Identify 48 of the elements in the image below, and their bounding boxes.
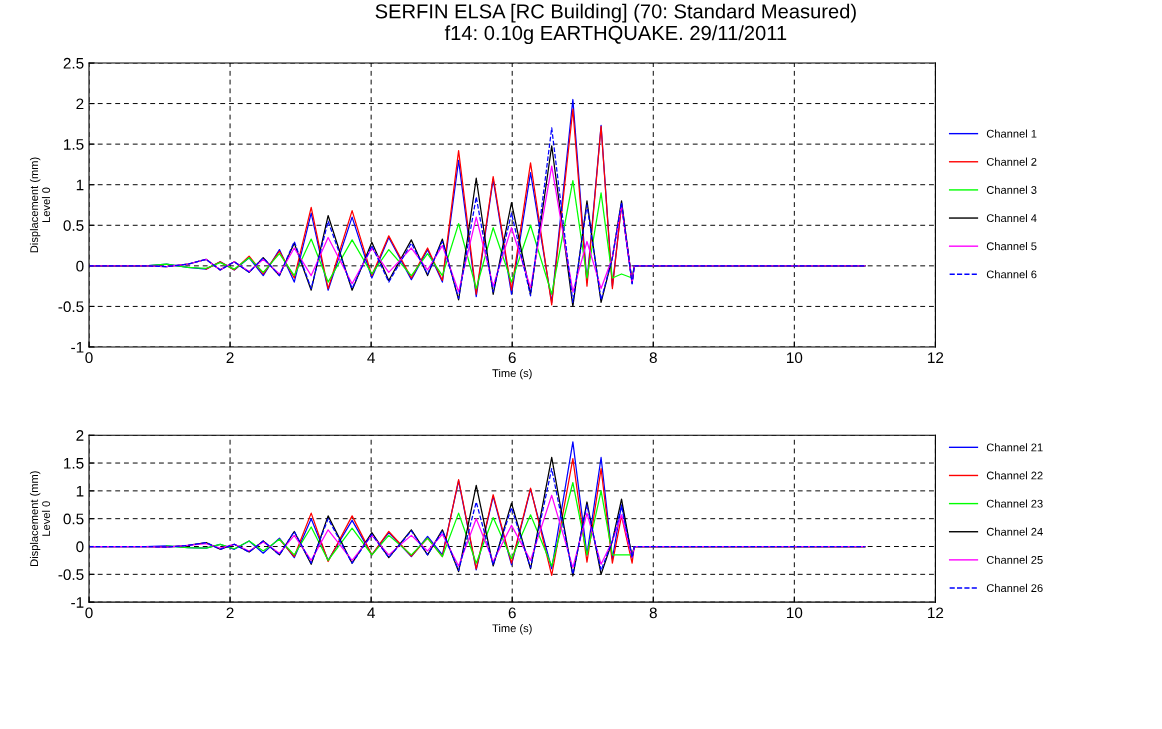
legend-label: Channel 22 — [986, 471, 1043, 480]
x-axis-title: Time (s) — [492, 368, 532, 380]
legend-label: Channel 26 — [986, 583, 1043, 592]
y-tick-label: 1 — [76, 485, 84, 497]
x-tick-label: 0 — [85, 607, 93, 619]
x-tick-label: 4 — [367, 352, 375, 363]
x-tick-label: 0 — [85, 352, 93, 364]
y-tick-label: 0.5 — [63, 513, 84, 525]
y-tick-label: 2 — [76, 98, 84, 110]
x-tick-label: 8 — [649, 352, 657, 364]
x-tick-label: 12 — [928, 352, 944, 363]
y-tick-label: -1 — [71, 597, 84, 608]
line-series — [89, 494, 866, 569]
y-axis-title: Displacement (mm) Level 0 — [29, 471, 51, 566]
y-tick-label: -1 — [71, 342, 84, 353]
x-tick-label: 8 — [649, 607, 657, 619]
legend-label: Channel 24 — [986, 527, 1043, 536]
legend-label: Channel 1 — [986, 129, 1037, 138]
y-tick-label: 0 — [76, 260, 84, 272]
x-tick-label: 10 — [787, 607, 803, 619]
y-axis-title: Displacement (mm) Level 0 — [29, 157, 51, 253]
legend-label: Channel 3 — [986, 185, 1037, 194]
y-tick-label: 0 — [76, 541, 84, 553]
x-tick-label: 10 — [787, 352, 803, 364]
legend-label: Channel 5 — [986, 242, 1037, 251]
x-tick-label: 2 — [226, 352, 234, 363]
x-tick-label: 6 — [508, 352, 516, 364]
legend-label: Channel 25 — [986, 555, 1043, 564]
x-tick-label: 6 — [508, 607, 516, 619]
y-tick-label: 1.5 — [64, 458, 84, 469]
x-tick-label: 2 — [226, 607, 234, 619]
legend-label: Channel 4 — [986, 213, 1037, 223]
y-tick-label: 1 — [76, 179, 84, 191]
legend-label: Channel 6 — [986, 270, 1037, 279]
legend-label: Channel 2 — [986, 157, 1037, 166]
legend-label: Channel 23 — [986, 499, 1043, 508]
x-tick-label: 4 — [367, 607, 375, 619]
y-tick-label: -0.5 — [58, 569, 84, 581]
y-tick-label: 2.5 — [63, 57, 84, 69]
y-tick-label: 1.5 — [64, 139, 84, 150]
y-tick-label: -0.5 — [58, 301, 84, 313]
x-axis-title: Time (s) — [492, 624, 532, 635]
chart-title: SERFIN ELSA [RC Building] (70: Standard Measured) — [375, 3, 856, 23]
x-tick-label: 12 — [928, 607, 944, 619]
legend-label: Channel 21 — [986, 443, 1043, 452]
chart-subtitle: f14: 0.10g EARTHQUAKE. 29/11/2011 — [444, 25, 787, 45]
y-tick-label: 0.5 — [63, 220, 84, 231]
y-tick-label: 2 — [76, 430, 84, 441]
